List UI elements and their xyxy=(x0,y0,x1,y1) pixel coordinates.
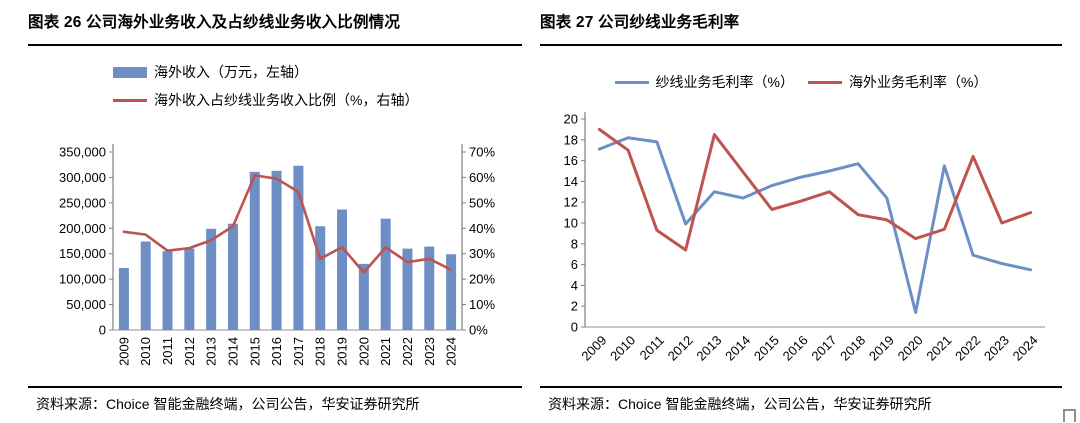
line-series xyxy=(122,174,453,274)
svg-text:8: 8 xyxy=(571,236,578,251)
svg-text:2020: 2020 xyxy=(356,337,371,366)
svg-text:2011: 2011 xyxy=(160,337,175,365)
svg-text:2018: 2018 xyxy=(313,337,328,366)
left-axis-labels: 0 2 4 6 8 10 12 14 16 18 20 xyxy=(564,112,585,335)
line-series-swatch xyxy=(113,98,147,102)
svg-text:2021: 2021 xyxy=(378,337,393,366)
line-series xyxy=(597,136,1033,314)
svg-text:0: 0 xyxy=(99,323,106,338)
svg-text:50,000: 50,000 xyxy=(66,297,106,312)
bar-series-swatch xyxy=(113,66,147,78)
svg-text:10: 10 xyxy=(564,216,578,231)
svg-text:18: 18 xyxy=(564,132,578,147)
right-axis-labels: 0% 10% 20% 30% 40% 50% 60% 70% xyxy=(462,145,495,338)
svg-text:250,000: 250,000 xyxy=(59,195,106,210)
line-series xyxy=(597,127,1033,252)
svg-text:2013: 2013 xyxy=(204,337,219,366)
svg-text:2019: 2019 xyxy=(335,337,350,366)
legend-label: 海外收入（万元，左轴） xyxy=(154,64,308,80)
svg-text:50%: 50% xyxy=(469,195,495,210)
source-note: 资料来源：Choice 智能金融终端，公司公告，华安证券研究所 xyxy=(548,396,932,412)
svg-text:2010: 2010 xyxy=(607,333,638,364)
svg-text:2: 2 xyxy=(571,299,578,314)
svg-text:40%: 40% xyxy=(469,221,495,236)
title-divider xyxy=(540,44,1062,46)
svg-text:2014: 2014 xyxy=(722,333,753,364)
svg-text:12: 12 xyxy=(564,195,578,210)
svg-text:60%: 60% xyxy=(469,170,495,185)
svg-text:350,000: 350,000 xyxy=(59,145,106,160)
x-axis-labels: 2009201020112012201320142015201620172018… xyxy=(578,333,1040,364)
line-series-swatch xyxy=(614,80,649,84)
svg-text:2020: 2020 xyxy=(895,333,926,364)
svg-text:2014: 2014 xyxy=(225,337,240,366)
svg-text:2012: 2012 xyxy=(182,337,197,366)
legend-label: 海外业务毛利率（%） xyxy=(849,74,988,90)
svg-text:0: 0 xyxy=(571,320,578,335)
svg-text:2010: 2010 xyxy=(138,337,153,366)
title-divider xyxy=(28,44,522,46)
svg-text:100,000: 100,000 xyxy=(59,272,106,287)
svg-text:2015: 2015 xyxy=(247,337,262,366)
line-chart-canvas: 0246810121416182020092010201120122013201… xyxy=(564,112,1045,364)
svg-text:16: 16 xyxy=(564,153,578,168)
svg-text:2009: 2009 xyxy=(116,337,131,366)
svg-text:14: 14 xyxy=(564,174,578,189)
svg-text:2016: 2016 xyxy=(780,333,811,364)
svg-text:2011: 2011 xyxy=(637,333,667,363)
svg-text:4: 4 xyxy=(571,278,578,293)
figure-26: 图表 26 公司海外业务收入及占纱线业务收入比例情况 海外收入（万元，左轴） 海… xyxy=(28,8,522,423)
line-series-swatch xyxy=(808,80,842,84)
figure-title: 图表 27 公司纱线业务毛利率 xyxy=(540,14,740,31)
svg-text:20: 20 xyxy=(564,112,578,127)
svg-text:0%: 0% xyxy=(469,323,488,338)
svg-text:2018: 2018 xyxy=(837,333,868,364)
svg-text:2016: 2016 xyxy=(269,337,284,366)
svg-text:2019: 2019 xyxy=(866,333,897,364)
source-divider xyxy=(28,386,522,388)
source-divider xyxy=(540,386,1062,388)
svg-text:2017: 2017 xyxy=(808,333,839,364)
svg-text:20%: 20% xyxy=(469,272,495,287)
legend-item: 纱线业务毛利率（%） xyxy=(614,72,794,92)
x-axis-labels: 2009 2010 2011 2012 2013 2014 2015 2016 2017 2018… xyxy=(116,337,458,366)
svg-text:2023: 2023 xyxy=(422,337,437,366)
legend-item: 海外业务毛利率（%） xyxy=(808,72,987,92)
bar-series xyxy=(118,165,457,330)
svg-text:2012: 2012 xyxy=(665,333,696,364)
svg-text:2013: 2013 xyxy=(693,333,724,364)
source-note: 资料来源：Choice 智能金融终端，公司公告，华安证券研究所 xyxy=(36,396,420,412)
bar-line-chart-canvas: 0 50,000 100,000 150,000 200,000 250,000 300,0… xyxy=(59,144,495,366)
legend-item: 海外收入占纱线业务收入比例（%，右轴） xyxy=(113,90,418,110)
figure-title: 图表 26 公司海外业务收入及占纱线业务收入比例情况 xyxy=(28,14,401,31)
svg-text:2024: 2024 xyxy=(444,337,459,366)
legend-label: 海外收入占纱线业务收入比例（%，右轴） xyxy=(154,92,419,108)
svg-text:6: 6 xyxy=(571,257,578,272)
svg-text:2021: 2021 xyxy=(923,333,954,364)
svg-text:2015: 2015 xyxy=(751,333,782,364)
page-corner-artifact xyxy=(1063,409,1076,422)
legend-label: 纱线业务毛利率（%） xyxy=(655,74,794,90)
svg-text:2022: 2022 xyxy=(400,337,415,366)
svg-text:2024: 2024 xyxy=(1010,333,1041,364)
svg-text:200,000: 200,000 xyxy=(59,221,106,236)
svg-text:30%: 30% xyxy=(469,246,495,261)
svg-text:70%: 70% xyxy=(469,145,495,160)
svg-text:2017: 2017 xyxy=(291,337,306,366)
chart-legend: 纱线业务毛利率（%） 海外业务毛利率（%） xyxy=(540,72,1062,92)
left-axis-labels: 0 50,000 100,000 150,000 200,000 250,000 300,0… xyxy=(59,145,113,338)
legend-item: 海外收入（万元，左轴） xyxy=(113,62,418,82)
svg-text:2022: 2022 xyxy=(952,333,983,364)
svg-text:300,000: 300,000 xyxy=(59,170,106,185)
svg-text:2023: 2023 xyxy=(981,333,1012,364)
chart-legend: 海外收入（万元，左轴） 海外收入占纱线业务收入比例（%，右轴） xyxy=(113,62,418,110)
svg-text:2009: 2009 xyxy=(578,333,609,364)
svg-text:150,000: 150,000 xyxy=(59,246,106,261)
svg-text:10%: 10% xyxy=(469,297,495,312)
